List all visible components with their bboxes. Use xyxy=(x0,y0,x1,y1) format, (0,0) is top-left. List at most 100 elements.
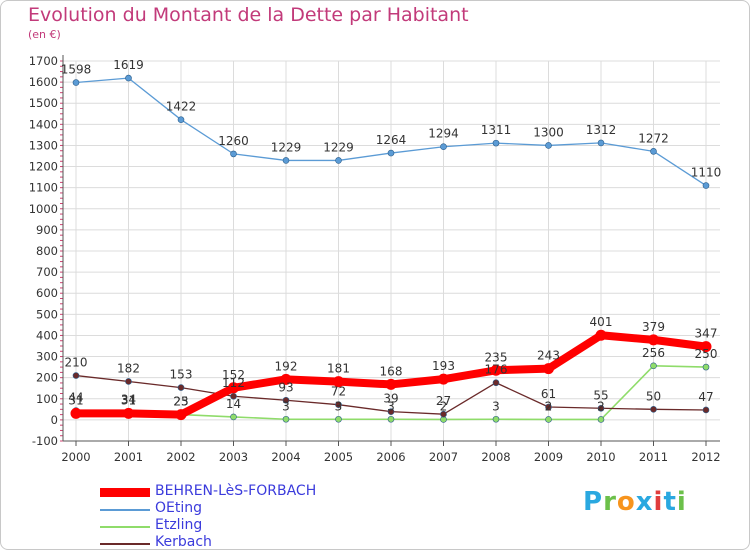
chart-legend: BEHREN-LèS-FORBACH OEting Etzling Kerbac… xyxy=(100,483,360,552)
data-label: 1294 xyxy=(428,127,459,141)
proxiti-logo: Proxiti xyxy=(583,487,687,517)
logo-letter: o xyxy=(616,487,636,517)
data-point xyxy=(650,148,657,155)
data-point xyxy=(230,413,237,421)
x-tick-label: 2005 xyxy=(324,450,353,464)
data-point xyxy=(72,372,80,379)
data-point xyxy=(492,139,500,147)
data-point xyxy=(123,407,134,419)
data-label: 235 xyxy=(485,350,508,364)
data-label: 401 xyxy=(590,315,613,329)
data-label: 192 xyxy=(275,359,298,373)
data-point xyxy=(702,182,710,189)
x-tick-label: 2009 xyxy=(534,450,563,464)
data-label: 34 xyxy=(121,393,136,407)
data-point xyxy=(175,409,187,421)
data-label: 3 xyxy=(492,399,500,413)
y-tick-label: -100 xyxy=(32,434,58,448)
data-label: 23 xyxy=(173,395,188,409)
x-tick-label: 2002 xyxy=(166,450,195,464)
y-tick-label: 1500 xyxy=(29,96,58,110)
data-label: 193 xyxy=(432,359,455,373)
legend-item-oeting: OEting xyxy=(100,500,360,518)
logo-letter: i xyxy=(653,487,664,517)
data-point xyxy=(650,406,657,413)
x-tick-label: 2006 xyxy=(376,450,405,464)
data-label: 1264 xyxy=(376,133,407,147)
y-tick-label: 1100 xyxy=(29,181,58,195)
data-point xyxy=(335,401,342,408)
data-label: 31 xyxy=(68,393,83,407)
legend-label-behren: BEHREN-LèS-FORBACH xyxy=(155,483,317,499)
data-label: 176 xyxy=(485,363,508,377)
data-point xyxy=(387,415,395,423)
data-point xyxy=(440,410,447,418)
x-tick-label: 2012 xyxy=(691,450,720,464)
data-label: 50 xyxy=(646,389,661,403)
legend-swatch-oeting xyxy=(100,509,150,511)
data-point xyxy=(597,404,605,412)
y-tick-label: 800 xyxy=(36,244,58,258)
logo-letter: x xyxy=(635,487,654,517)
y-tick-label: 1000 xyxy=(29,202,58,216)
y-tick-label: 1600 xyxy=(29,75,58,89)
data-point xyxy=(125,74,132,82)
legend-item-behren: BEHREN-LèS-FORBACH xyxy=(100,483,360,501)
data-label: 72 xyxy=(331,385,346,399)
data-point xyxy=(595,329,607,341)
data-point xyxy=(335,157,342,164)
y-tick-label: 700 xyxy=(36,265,58,279)
data-point xyxy=(387,408,395,415)
data-point xyxy=(490,364,502,376)
data-point xyxy=(597,416,605,423)
y-tick-label: 900 xyxy=(36,223,58,237)
data-label: 3 xyxy=(387,399,395,413)
data-point xyxy=(280,373,292,385)
data-point xyxy=(282,396,290,404)
x-tick-label: 2010 xyxy=(586,450,615,464)
data-label: 168 xyxy=(380,364,403,378)
x-tick-label: 2008 xyxy=(481,450,510,464)
data-label: 1300 xyxy=(533,125,564,139)
data-label: 256 xyxy=(642,346,665,360)
logo-letter: t xyxy=(663,487,677,517)
data-label: 93 xyxy=(278,380,293,394)
x-tick-label: 2000 xyxy=(61,450,90,464)
data-point xyxy=(335,415,342,423)
y-tick-label: 1400 xyxy=(29,117,58,131)
data-point xyxy=(648,334,659,346)
data-label: 61 xyxy=(541,387,556,401)
x-tick-label: 2004 xyxy=(271,450,300,464)
data-point xyxy=(492,379,500,387)
data-point xyxy=(230,150,237,158)
chart-title: Evolution du Montant de la Dette par Hab… xyxy=(28,4,469,26)
legend-label-kerbach: Kerbach xyxy=(155,534,212,550)
data-label: 55 xyxy=(593,388,608,402)
data-label: 14 xyxy=(226,397,241,411)
y-tick-label: 0 xyxy=(51,413,58,427)
data-label: 3 xyxy=(282,399,290,413)
data-label: 347 xyxy=(695,327,718,341)
data-point xyxy=(125,378,132,385)
data-label: 2 xyxy=(545,399,553,413)
data-point xyxy=(385,378,397,390)
legend-item-kerbach: Kerbach xyxy=(100,534,360,552)
y-tick-label: 600 xyxy=(36,286,58,300)
data-point xyxy=(545,416,552,423)
data-label: 1312 xyxy=(586,123,617,137)
data-point xyxy=(702,406,710,414)
data-label: 153 xyxy=(170,368,193,382)
y-tick-label: 1200 xyxy=(29,160,58,174)
data-label: 25 xyxy=(173,395,188,409)
data-label: 1311 xyxy=(481,123,512,137)
data-label: 1598 xyxy=(61,63,92,77)
data-label: 112 xyxy=(222,376,245,390)
data-point xyxy=(282,157,290,164)
logo-letter: r xyxy=(603,487,617,517)
data-point xyxy=(228,382,239,394)
data-label: 1229 xyxy=(271,140,302,154)
data-point xyxy=(597,139,605,147)
data-point xyxy=(492,415,500,423)
x-tick-label: 2011 xyxy=(639,450,668,464)
